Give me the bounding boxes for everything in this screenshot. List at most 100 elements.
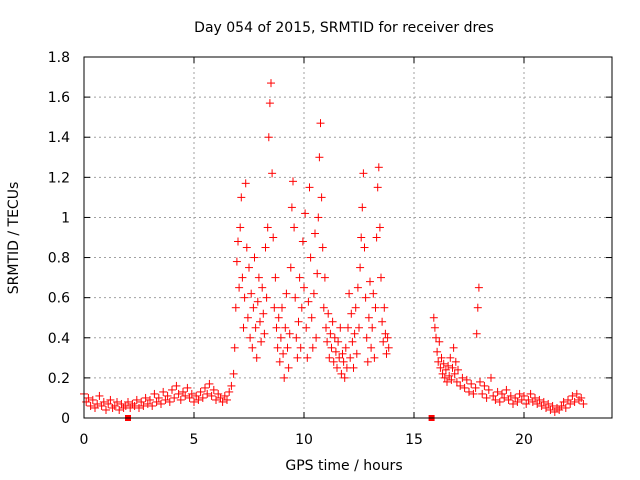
data-point — [472, 329, 481, 338]
data-point — [341, 343, 350, 352]
data-point — [553, 403, 561, 412]
y-tick-label: 1.6 — [48, 90, 70, 106]
data-point — [113, 397, 121, 406]
data-point — [194, 395, 203, 404]
x-axis-label: GPS time / hours — [285, 458, 402, 474]
data-point — [513, 397, 522, 406]
data-point — [314, 213, 323, 222]
data-point — [295, 273, 304, 282]
data-point — [307, 313, 316, 322]
data-point — [196, 387, 205, 396]
data-point — [130, 401, 139, 410]
data-point — [234, 237, 242, 246]
data-point — [287, 203, 296, 212]
data-point — [330, 333, 339, 342]
data-point — [502, 385, 511, 394]
data-point — [163, 391, 172, 400]
data-point — [384, 343, 393, 352]
data-point — [522, 399, 531, 408]
data-point — [172, 381, 181, 390]
data-point — [451, 357, 460, 366]
data-point — [577, 393, 586, 402]
data-point — [511, 393, 520, 402]
data-point — [355, 323, 363, 332]
data-point — [358, 203, 367, 212]
data-point — [528, 397, 537, 406]
data-point — [82, 397, 91, 406]
data-point — [190, 397, 198, 406]
data-point — [285, 329, 294, 338]
data-point — [480, 381, 489, 390]
data-point — [367, 343, 376, 352]
data-point — [328, 317, 337, 326]
data-point — [557, 401, 566, 410]
data-point — [187, 389, 196, 398]
data-point — [269, 233, 278, 242]
data-point — [520, 391, 528, 400]
data-point — [491, 395, 500, 404]
data-point — [493, 387, 502, 396]
data-point — [352, 349, 361, 358]
data-point — [572, 389, 581, 398]
x-tick-label: 20 — [515, 432, 533, 448]
data-point — [253, 297, 262, 306]
data-point — [154, 393, 163, 402]
data-point — [440, 373, 449, 382]
data-point — [183, 383, 192, 392]
data-point — [91, 403, 99, 412]
data-point — [441, 365, 450, 374]
data-point — [360, 243, 369, 252]
data-point — [331, 347, 340, 356]
data-point — [293, 353, 302, 362]
data-point — [334, 337, 343, 346]
data-point — [568, 391, 577, 400]
data-point — [452, 377, 461, 386]
data-points — [80, 79, 588, 421]
data-point — [256, 317, 264, 326]
data-point — [218, 397, 227, 406]
data-point — [231, 303, 240, 312]
data-point — [345, 289, 354, 298]
data-point — [263, 223, 272, 232]
data-point — [446, 353, 455, 362]
data-point — [139, 401, 148, 410]
data-point — [349, 363, 358, 372]
data-point — [220, 391, 229, 400]
data-point — [311, 229, 319, 238]
data-point — [448, 363, 457, 372]
data-point — [473, 303, 482, 312]
data-point — [121, 401, 130, 410]
data-point — [458, 373, 467, 382]
data-point — [286, 263, 295, 272]
data-point — [374, 163, 383, 172]
data-point — [262, 293, 271, 302]
data-point — [106, 395, 115, 404]
data-point — [245, 263, 253, 272]
x-tick-label: 10 — [295, 432, 313, 448]
data-point — [320, 273, 329, 282]
data-point — [86, 401, 95, 410]
data-point — [559, 397, 568, 406]
data-point — [460, 383, 469, 392]
data-point — [282, 289, 291, 298]
data-point — [239, 323, 248, 332]
data-point — [99, 397, 108, 406]
data-point — [198, 393, 207, 402]
data-point — [482, 393, 491, 402]
data-point — [381, 329, 390, 338]
data-point — [246, 333, 255, 342]
data-point — [327, 343, 336, 352]
data-point — [436, 363, 445, 372]
data-point — [185, 393, 194, 402]
data-point — [247, 289, 256, 298]
data-point — [561, 403, 570, 412]
data-point — [237, 193, 246, 202]
data-point — [161, 395, 170, 404]
data-point — [265, 99, 274, 108]
data-point — [432, 333, 440, 342]
data-point — [500, 393, 509, 402]
data-point — [110, 401, 119, 410]
data-point — [227, 381, 236, 390]
data-point — [333, 363, 341, 372]
data-point — [495, 397, 504, 406]
